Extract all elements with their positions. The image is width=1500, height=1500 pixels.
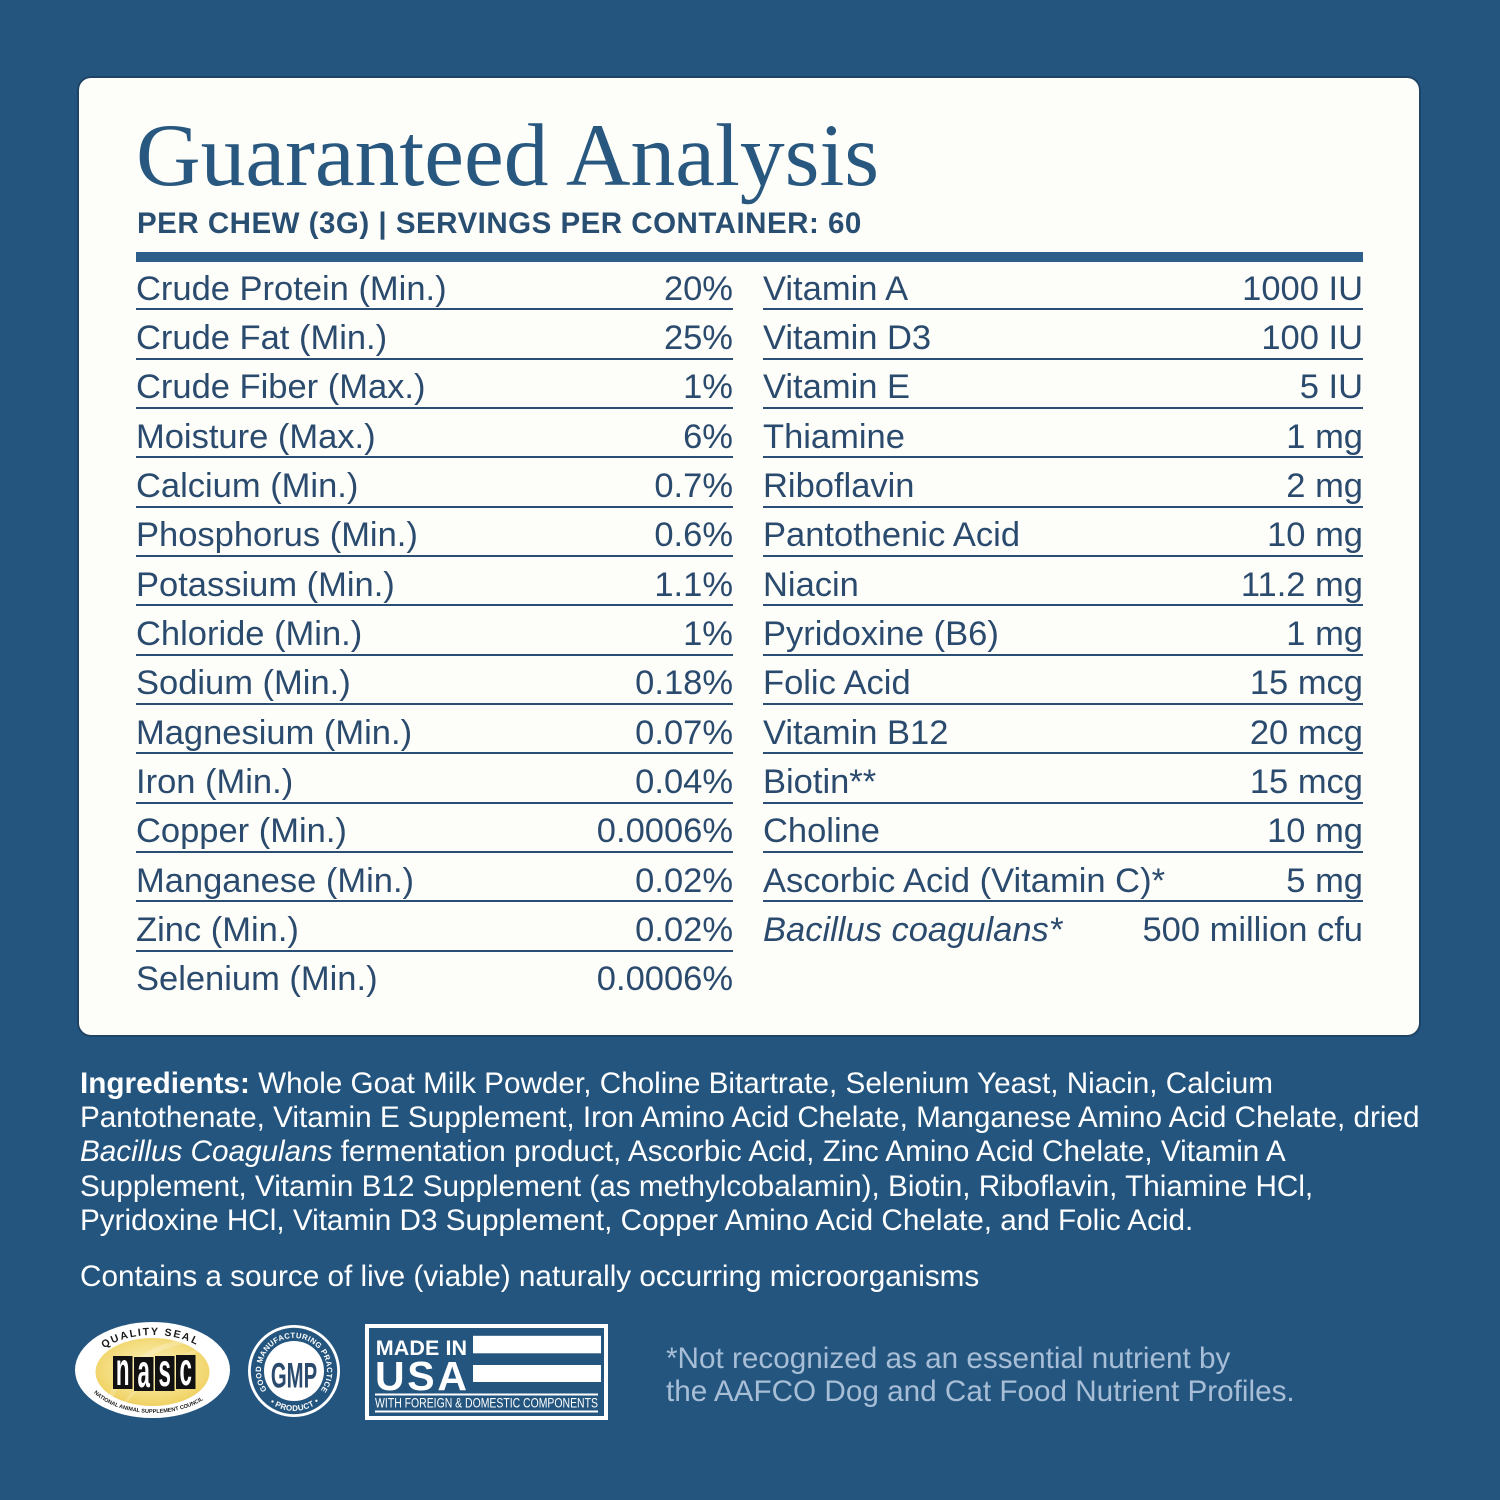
svg-text:s: s bbox=[158, 1344, 170, 1396]
svg-text:c: c bbox=[179, 1343, 191, 1395]
svg-text:GMP: GMP bbox=[271, 1357, 317, 1396]
svg-text:USA: USA bbox=[375, 1353, 470, 1399]
svg-text:n: n bbox=[116, 1343, 130, 1395]
svg-text:MADE IN: MADE IN bbox=[376, 1336, 467, 1360]
svg-text:a: a bbox=[137, 1345, 150, 1397]
svg-text:WITH FOREIGN & DOMESTIC COMPON: WITH FOREIGN & DOMESTIC COMPONENTS bbox=[375, 1395, 598, 1411]
